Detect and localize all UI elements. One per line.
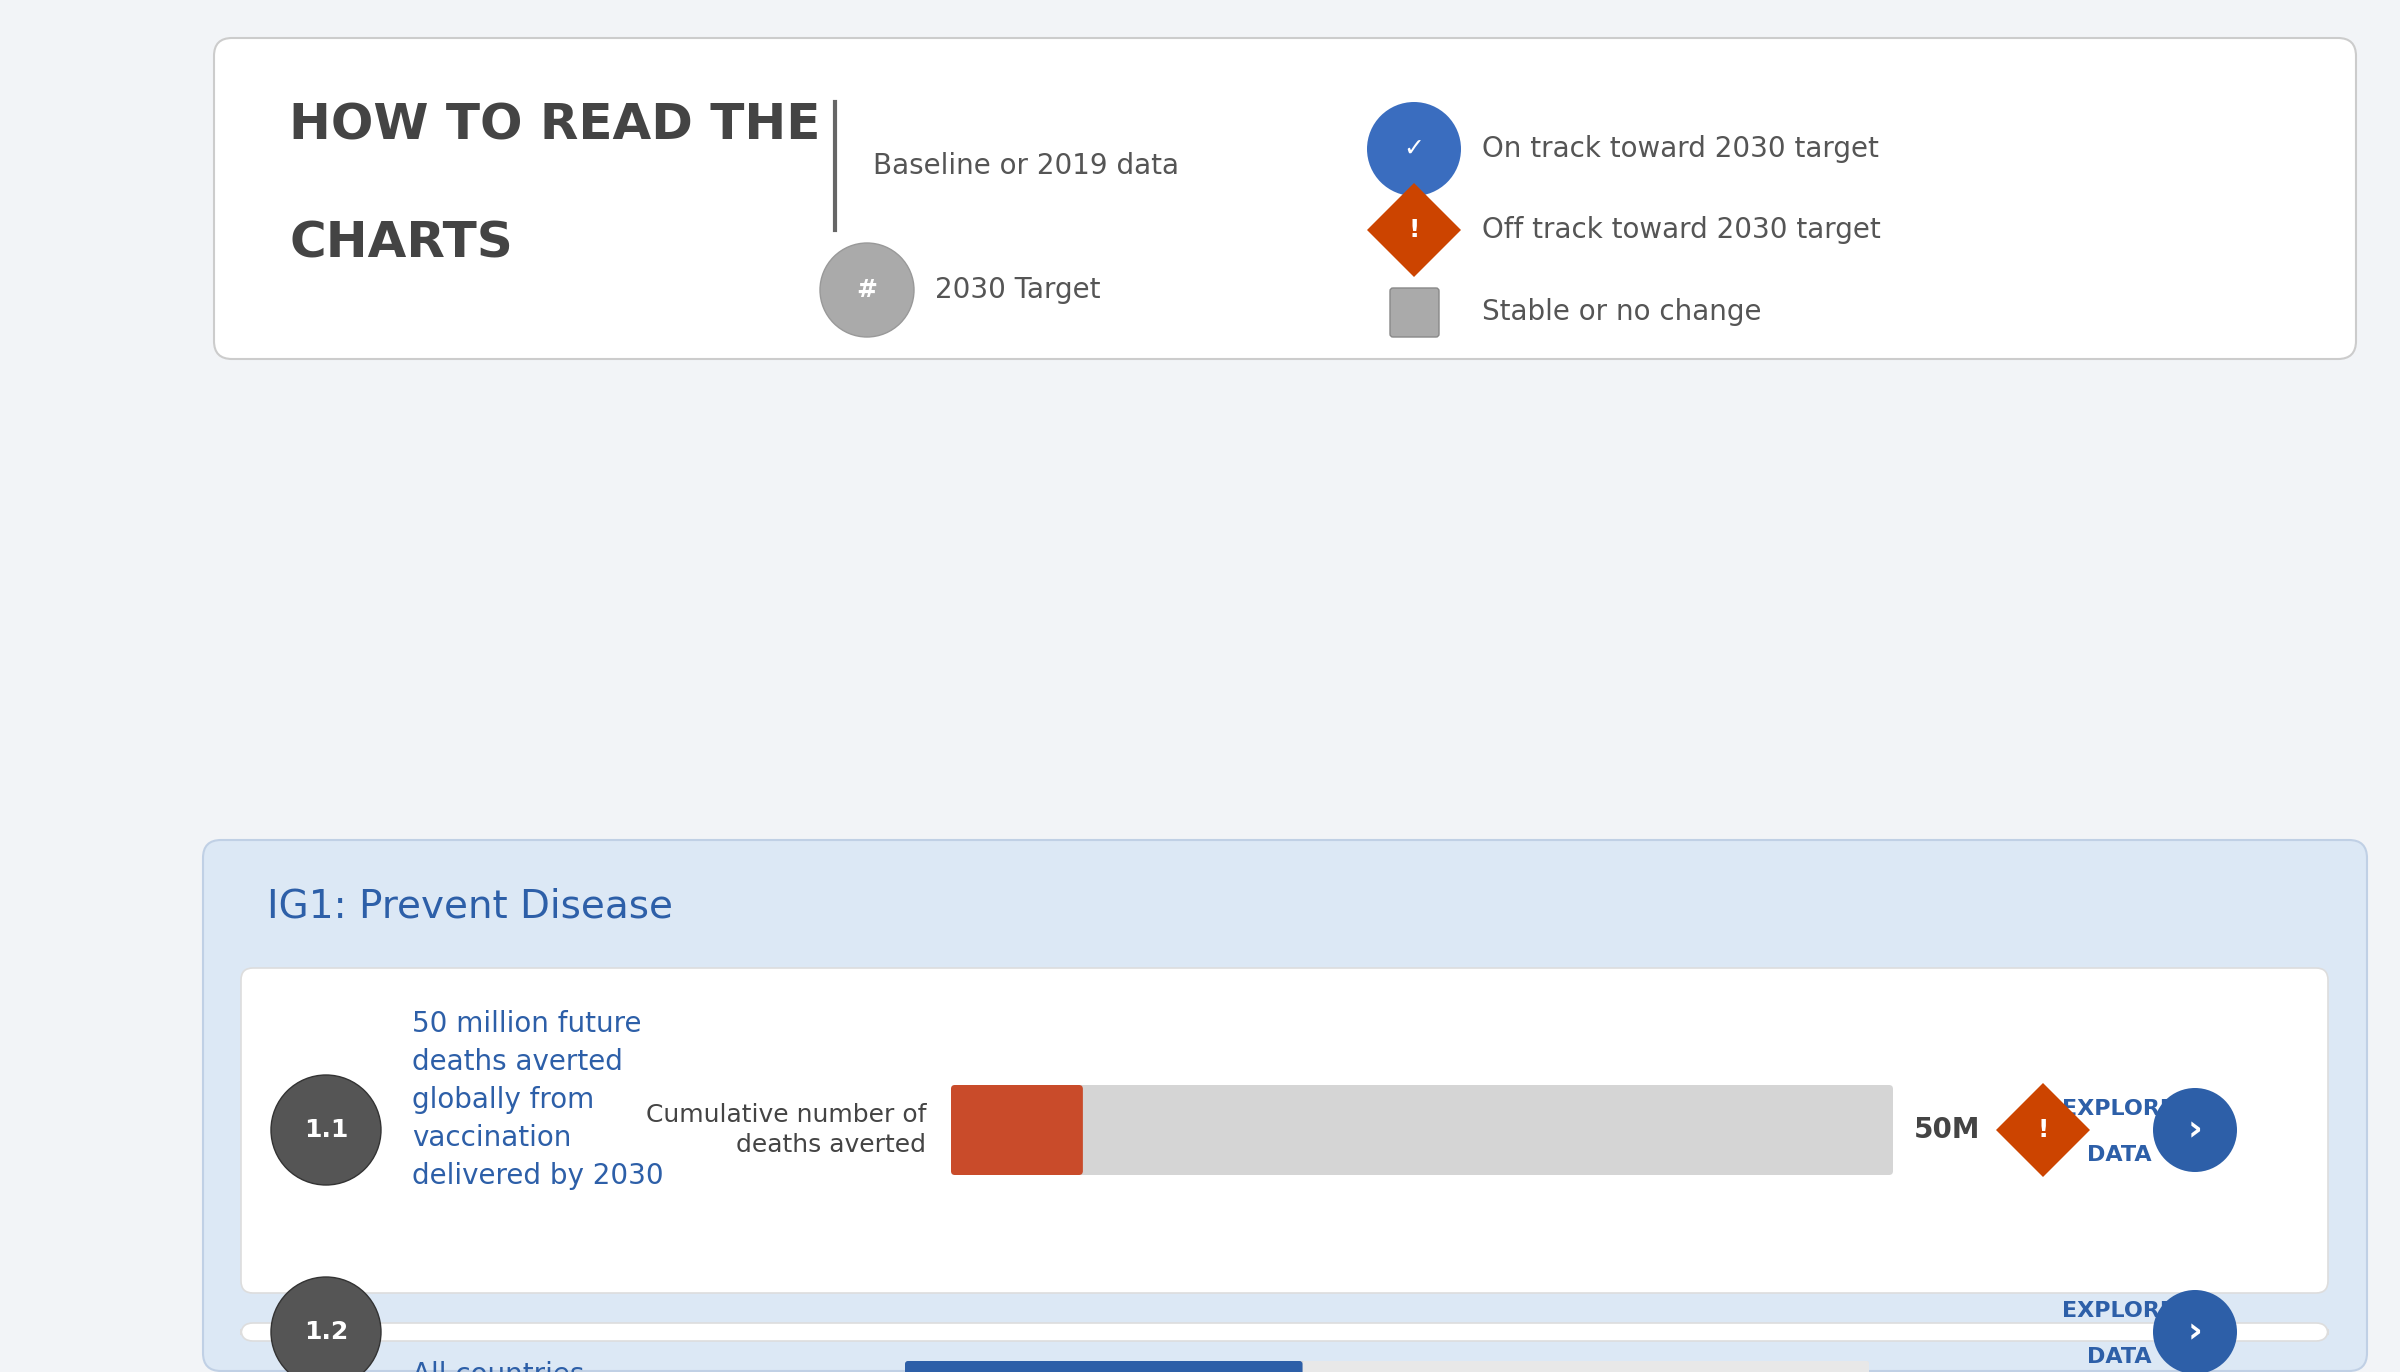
Text: All countries
achieve the
endorsed disease
control, elimination
and eradication
: All countries achieve the endorsed disea… xyxy=(413,1361,682,1372)
Text: HOW TO READ THE: HOW TO READ THE xyxy=(288,102,821,150)
FancyBboxPatch shape xyxy=(1390,288,1440,338)
Text: 2030 Target: 2030 Target xyxy=(936,276,1102,305)
Circle shape xyxy=(2153,1290,2237,1372)
FancyBboxPatch shape xyxy=(950,1085,1082,1174)
FancyBboxPatch shape xyxy=(1303,1361,1870,1372)
Circle shape xyxy=(821,243,914,338)
Circle shape xyxy=(2153,1088,2237,1172)
Text: ✓: ✓ xyxy=(1404,137,1426,161)
Text: Cumulative number of
deaths averted: Cumulative number of deaths averted xyxy=(646,1103,926,1157)
Text: 50 million future
deaths averted
globally from
vaccination
delivered by 2030: 50 million future deaths averted globall… xyxy=(413,1010,665,1190)
FancyBboxPatch shape xyxy=(950,1085,1894,1174)
Text: EXPLORE: EXPLORE xyxy=(2062,1301,2174,1321)
FancyBboxPatch shape xyxy=(240,969,2328,1292)
Text: #: # xyxy=(857,279,878,302)
Text: EXPLORE: EXPLORE xyxy=(2062,1099,2174,1120)
Text: Off track toward 2030 target: Off track toward 2030 target xyxy=(1483,215,1882,244)
Text: ›: › xyxy=(2186,1113,2203,1147)
Circle shape xyxy=(271,1277,382,1372)
FancyBboxPatch shape xyxy=(905,1361,1870,1372)
Text: On track toward 2030 target: On track toward 2030 target xyxy=(1483,134,1879,163)
Text: DATA: DATA xyxy=(2086,1146,2150,1165)
Text: !: ! xyxy=(2038,1118,2050,1142)
FancyBboxPatch shape xyxy=(240,1323,2328,1340)
Text: 1.1: 1.1 xyxy=(305,1118,348,1142)
Text: IG1: Prevent Disease: IG1: Prevent Disease xyxy=(266,888,672,925)
Text: 1.2: 1.2 xyxy=(305,1320,348,1345)
Text: CHARTS: CHARTS xyxy=(288,220,514,268)
FancyBboxPatch shape xyxy=(214,38,2357,359)
Polygon shape xyxy=(1997,1083,2090,1177)
Text: DATA: DATA xyxy=(2086,1347,2150,1367)
Circle shape xyxy=(271,1076,382,1185)
Text: ›: › xyxy=(2186,1314,2203,1349)
FancyBboxPatch shape xyxy=(204,840,2366,1371)
Text: Stable or no change: Stable or no change xyxy=(1483,298,1762,327)
Text: !: ! xyxy=(1409,218,1421,241)
Polygon shape xyxy=(1368,182,1462,277)
Circle shape xyxy=(1368,102,1462,196)
Text: Baseline or 2019 data: Baseline or 2019 data xyxy=(874,152,1178,180)
Text: 50M: 50M xyxy=(1915,1115,1980,1144)
FancyBboxPatch shape xyxy=(905,1361,1303,1372)
